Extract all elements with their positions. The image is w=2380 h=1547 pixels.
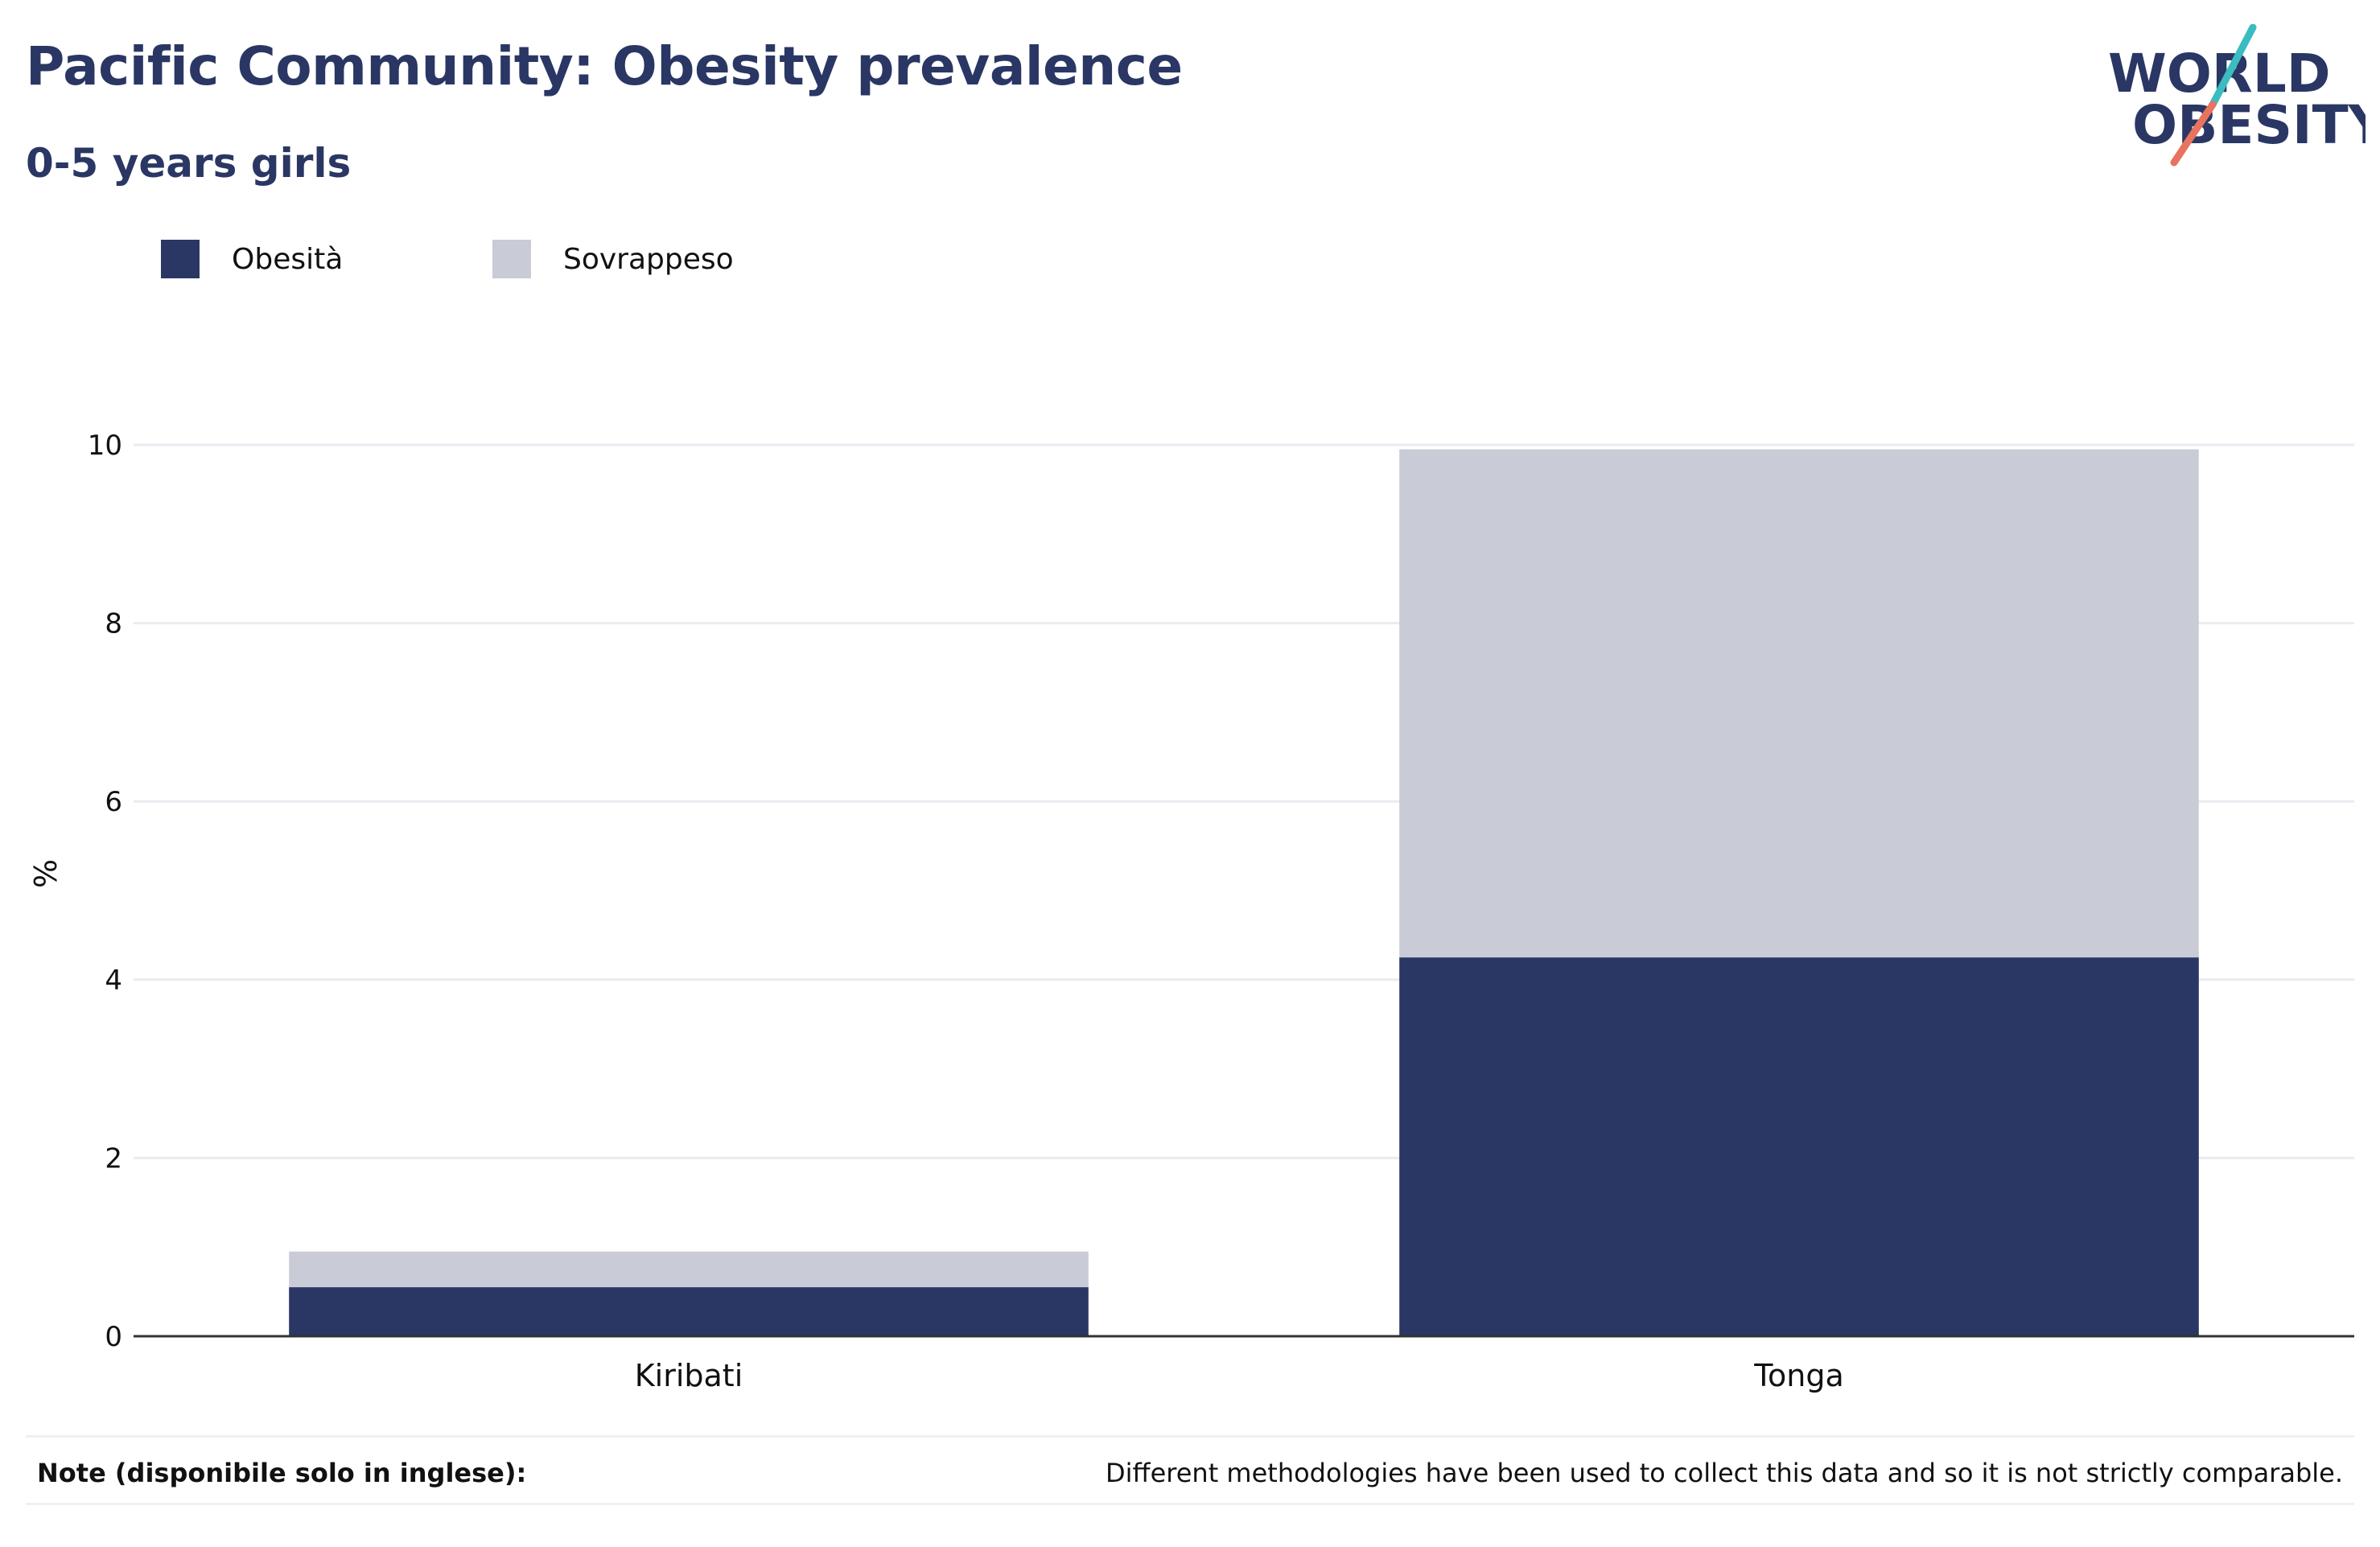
bars <box>289 449 2199 1336</box>
chart-title: Pacific Community: Obesity prevalence <box>26 35 1183 97</box>
chart-subtitle: 0-5 years girls <box>26 140 352 187</box>
note-text: Different methodologies have been used t… <box>1106 1458 2343 1488</box>
stacked-bar-chart: 0 2 4 6 8 10 Kiribati Tonga % <box>28 430 2354 1393</box>
y-axis-title: % <box>28 859 64 888</box>
legend-label-obesita: Obesità <box>232 242 344 276</box>
legend-item-obesita[interactable]: Obesità <box>161 240 343 278</box>
bar-tonga-obesità[interactable] <box>1399 957 2199 1336</box>
y-tick-label-8: 8 <box>105 608 122 640</box>
note-divider-bottom <box>26 1503 2354 1505</box>
x-tick-label-tonga: Tonga <box>1753 1358 1844 1393</box>
axes: 0 2 4 6 8 10 Kiribati Tonga <box>88 430 2354 1393</box>
logo-slash-coral <box>2170 101 2217 167</box>
y-tick-label-6: 6 <box>105 786 122 818</box>
note-label: Note (disponibile solo in inglese): <box>37 1458 527 1488</box>
bar-kiribati-sovrappeso[interactable] <box>289 1251 1089 1288</box>
legend-item-sovrappeso[interactable]: Sovrappeso <box>492 240 734 278</box>
x-tick-label-kiribati: Kiribati <box>635 1358 743 1393</box>
logo-slash-teal <box>2209 24 2257 109</box>
logo-line2: OBESITY <box>2132 94 2366 156</box>
y-tick-label-0: 0 <box>105 1321 122 1353</box>
bar-tonga-sovrappeso[interactable] <box>1399 449 2199 958</box>
bar-kiribati-obesità[interactable] <box>289 1287 1089 1336</box>
legend-swatch-sovrappeso <box>492 240 531 278</box>
y-tick-label-4: 4 <box>105 965 122 997</box>
legend-swatch-obesita <box>161 240 200 278</box>
y-tick-label-2: 2 <box>105 1142 122 1175</box>
world-obesity-logo: WORLD OBESITY <box>2108 24 2366 167</box>
note-divider-top <box>26 1435 2354 1438</box>
y-tick-label-10: 10 <box>88 430 122 462</box>
legend-label-sovrappeso: Sovrappeso <box>563 242 734 276</box>
